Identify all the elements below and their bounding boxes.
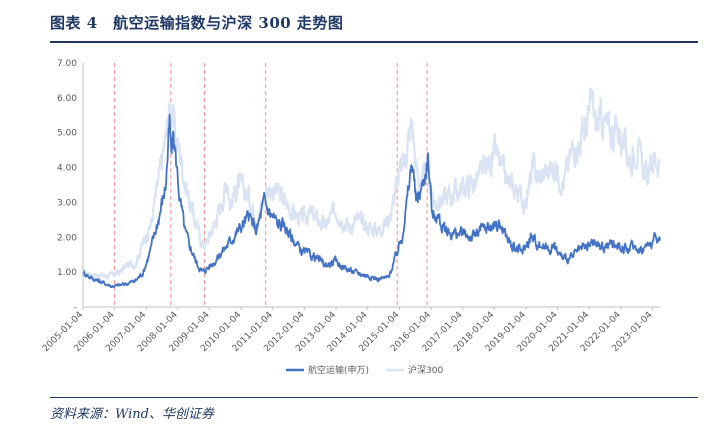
source-note: 资料来源：Wind、华创证券 [50, 407, 214, 422]
series-line-2 [81, 87, 662, 280]
series-lines [81, 87, 662, 289]
x-axis-ticks: 2005-01-042006-01-042007-01-042008-01-04… [41, 307, 655, 354]
y-tick-label: 1.00 [57, 268, 77, 278]
y-tick-label: 5.00 [57, 129, 77, 139]
y-tick-label: 6.00 [57, 94, 77, 104]
series-line-1 [82, 113, 661, 289]
legend-label-2: 沪深300 [408, 364, 443, 376]
legend-label-1: 航空运输(申万) [308, 364, 369, 376]
y-tick-label: 3.00 [57, 198, 77, 208]
y-tick-label: 7.00 [57, 59, 77, 69]
source-rule [50, 397, 698, 398]
y-tick-label: 4.00 [57, 164, 77, 174]
y-tick-label: - [74, 303, 77, 313]
event-markers [113, 63, 428, 307]
figure-title: 图表 4 航空运输指数与沪深 300 走势图 [50, 14, 344, 32]
legend: 航空运输(申万) 沪深300 [286, 364, 443, 376]
y-axis-ticks: - 1.00 2.00 3.00 4.00 5.00 6.00 7.00 [57, 59, 77, 313]
y-tick-label: 2.00 [57, 233, 77, 243]
title-rule [50, 41, 698, 43]
